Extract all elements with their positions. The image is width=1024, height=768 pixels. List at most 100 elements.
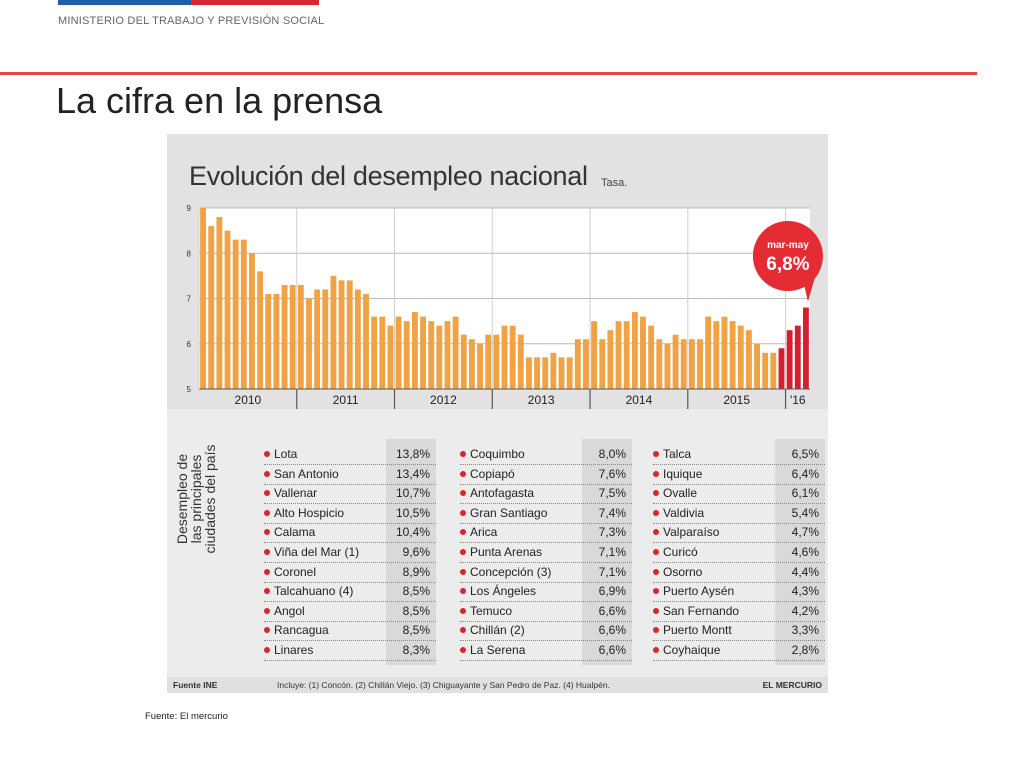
- bar: [265, 293, 272, 389]
- bar: [460, 334, 467, 389]
- city-row: La Serena 6,6%: [460, 641, 632, 661]
- x-tick-label: 2014: [626, 393, 653, 407]
- city-row: Chillán (2) 6,6%: [460, 621, 632, 642]
- bar: [477, 343, 483, 389]
- bullet-dot: [460, 627, 466, 634]
- city-name: Calama: [274, 525, 316, 540]
- city-rate: 7,5%: [598, 486, 626, 501]
- city-name: Gran Santiago: [470, 505, 548, 520]
- city-name: Ovalle: [663, 486, 698, 501]
- city-row: Gran Santiago 7,4%: [460, 504, 632, 524]
- city-rate: 6,6%: [598, 623, 626, 638]
- bar: [428, 321, 435, 389]
- city-row: Puerto Montt 3,3%: [653, 621, 825, 642]
- bar: [403, 321, 410, 389]
- bar: [330, 275, 337, 389]
- bullet-dot: [460, 607, 466, 614]
- bar: [232, 239, 239, 389]
- bar: [216, 217, 223, 389]
- city-rate: 6,4%: [791, 466, 819, 481]
- bullet-dot: [460, 451, 466, 457]
- bar: [468, 339, 475, 389]
- city-name: Curicó: [663, 545, 698, 559]
- bar: [542, 357, 549, 389]
- city-rate: 8,5%: [402, 603, 430, 618]
- cities-side-label: Desempleo de las principales ciudades de…: [174, 444, 218, 554]
- city-row: Copiapó 7,6%: [460, 465, 632, 485]
- bar: [501, 325, 508, 389]
- city-name: Punta Arenas: [470, 545, 543, 559]
- city-rate: 10,4%: [395, 525, 430, 540]
- city-row: Lota 13,8%: [264, 445, 436, 465]
- city-rate: 6,6%: [598, 603, 626, 618]
- city-rate: 13,8%: [395, 447, 430, 461]
- y-tick-label: 5: [187, 385, 192, 394]
- bullet-dot: [264, 647, 270, 653]
- city-row: Linares 8,3%: [264, 641, 436, 661]
- bar: [591, 321, 598, 389]
- bullet-dot: [264, 470, 270, 477]
- bar: [762, 352, 769, 389]
- city-row: San Antonio 13,4%: [264, 465, 436, 485]
- bullet-dot: [264, 529, 270, 536]
- bullet-dot: [460, 509, 466, 516]
- bar: [273, 293, 280, 389]
- bar: [240, 239, 247, 389]
- bullet-dot: [264, 490, 270, 497]
- x-tick-label: 2011: [333, 393, 359, 407]
- bar: [664, 343, 671, 389]
- ministry-header: MINISTERIO DEL TRABAJO Y PREVISIÓN SOCIA…: [58, 15, 325, 27]
- bar: [713, 321, 720, 389]
- bar: [493, 334, 500, 389]
- graphic-footer: Fuente INE Incluye: (1) Concón. (2) Chil…: [167, 677, 828, 693]
- bar: [680, 339, 687, 389]
- bar: [558, 357, 565, 389]
- city-name: Los Ángeles: [470, 584, 537, 599]
- bar: [281, 284, 288, 389]
- bar: [224, 230, 231, 389]
- bar: [534, 357, 541, 389]
- city-rate: 2,8%: [791, 643, 819, 657]
- bullet-dot: [653, 607, 659, 614]
- bar: [672, 334, 679, 389]
- bar: [289, 284, 296, 389]
- city-row: Puerto Aysén 4,3%: [653, 582, 825, 603]
- bar: [729, 321, 736, 389]
- bullet-dot: [264, 627, 270, 634]
- bullet-dot: [653, 549, 659, 555]
- city-rate: 5,4%: [791, 505, 819, 520]
- bullet-dot: [460, 470, 466, 477]
- flag-bar-red: [191, 0, 319, 5]
- city-name: Angol: [274, 603, 305, 618]
- city-rate: 7,1%: [598, 545, 626, 559]
- bar: [420, 316, 426, 389]
- city-rate: 4,7%: [791, 525, 819, 540]
- bar: [363, 293, 369, 389]
- bar: [322, 289, 329, 389]
- bar: [452, 316, 459, 389]
- bullet-dot: [264, 451, 270, 457]
- bullet-dot: [653, 451, 659, 457]
- city-rate: 6,1%: [791, 486, 819, 501]
- city-row: Talca 6,5%: [653, 445, 825, 465]
- x-tick-label: 2012: [430, 393, 457, 407]
- city-rate: 4,6%: [791, 545, 819, 559]
- city-name: Alto Hospicio: [274, 505, 345, 520]
- bar: [721, 316, 728, 389]
- city-row: Concepción (3) 7,1%: [460, 563, 632, 583]
- bullet-dot: [264, 568, 270, 575]
- bar: [354, 289, 361, 389]
- bullet-dot: [264, 509, 270, 516]
- city-name: Valparaíso: [663, 525, 720, 540]
- x-tick-label: '16: [790, 393, 806, 407]
- city-name: Puerto Montt: [663, 623, 732, 638]
- bullet-dot: [653, 627, 659, 634]
- city-row: Alto Hospicio 10,5%: [264, 504, 436, 524]
- bar: [607, 330, 614, 389]
- city-name: Coquimbo: [470, 447, 525, 461]
- city-row: Curicó 4,6%: [653, 543, 825, 563]
- bar: [411, 312, 418, 389]
- bar: [656, 339, 663, 389]
- bar-highlight: [802, 307, 809, 389]
- city-rate: 8,5%: [402, 623, 430, 638]
